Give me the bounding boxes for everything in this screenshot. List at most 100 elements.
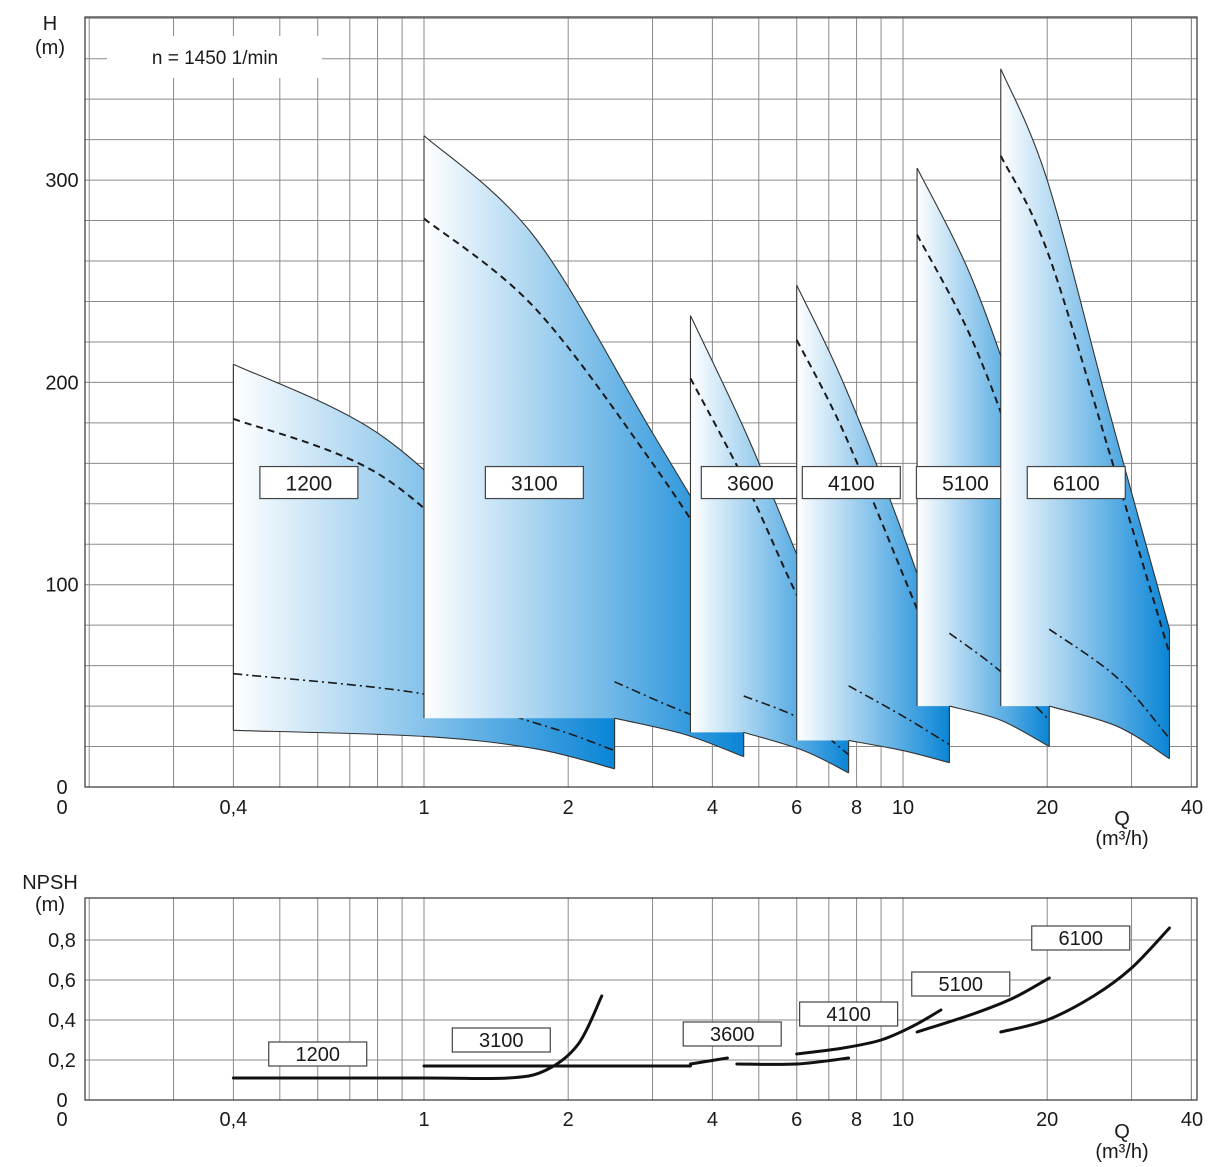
- npsh-chart-ticks: 0 0,2 0,4 0,6 0,8 0 0,4 1 2 4 6 8 10 20 40: [48, 930, 1203, 1131]
- npsh-4100-label: 4100: [826, 1004, 871, 1026]
- pump-4100-label-box: [801, 465, 901, 500]
- npsh-chart-curves: 1200 3100 3600 4100 5100 6100: [231, 925, 1171, 1081]
- x-tick-label: 4: [707, 1109, 718, 1131]
- flow-axis-label: Q: [1114, 808, 1130, 830]
- x-tick-label: 6: [791, 797, 802, 819]
- npsh-4100-low-group: [735, 1056, 851, 1066]
- x-tick-label: 2: [563, 1109, 574, 1131]
- x-tick-label: 10: [892, 1109, 914, 1131]
- pump-6100-max-head-line: [1000, 68, 1171, 630]
- npsh-axis-label: NPSH: [22, 872, 78, 894]
- y-tick-label: 0,4: [48, 1010, 76, 1032]
- head-chart-frame: [84, 16, 1198, 788]
- x-origin-label: 0: [56, 1109, 67, 1131]
- npsh-4100-label-box: [799, 1001, 899, 1027]
- pump-3100-label-box: [484, 465, 584, 500]
- pump-3100-efficiency-curve: [614, 681, 744, 734]
- pump-5100-min-head-line: [949, 705, 1050, 748]
- npsh-6100-label-box: [1031, 925, 1131, 951]
- x-tick-label: 0,4: [219, 797, 247, 819]
- npsh-5100-curve: [915, 976, 1051, 1034]
- npsh-3100-group: 3100: [422, 1027, 692, 1068]
- head-axis-label: H: [43, 13, 57, 35]
- y-tick-label: 100: [45, 575, 78, 597]
- y-tick-label: 0: [56, 777, 67, 799]
- npsh-1200-label: 1200: [295, 1044, 340, 1066]
- pump-1200-label: 1200: [286, 473, 333, 496]
- npsh-3600-group: 3600: [682, 1021, 782, 1066]
- head-chart-curves: 1200 3100 3600 4100 5100 6100: [232, 68, 1171, 774]
- speed-label-box: [107, 36, 322, 78]
- pump-6100-bep-curve: [999, 155, 1171, 654]
- pump-4100-envelope: [796, 285, 950, 763]
- pump-6100-label: 6100: [1053, 473, 1100, 496]
- y-tick-label: 0,8: [48, 930, 76, 952]
- x-tick-label: 1: [418, 797, 429, 819]
- npsh-flow-axis-label: Q: [1114, 1121, 1130, 1143]
- npsh-3100-label: 3100: [479, 1030, 524, 1052]
- npsh-6100-curve: [999, 926, 1171, 1034]
- head-axis-unit: (m): [35, 37, 65, 59]
- x-tick-label: 20: [1036, 797, 1058, 819]
- npsh-5100-label: 5100: [939, 974, 984, 996]
- x-tick-label: 40: [1181, 1109, 1203, 1131]
- npsh-1200-group: 1200: [231, 994, 604, 1081]
- pump-4100-efficiency-curve: [848, 685, 950, 746]
- y-tick-label: 0,2: [48, 1050, 76, 1072]
- pump-3600-label: 3600: [727, 473, 774, 496]
- npsh-6100-group: 6100: [999, 925, 1171, 1034]
- pump-4100-curve-group: 4100: [795, 285, 951, 764]
- npsh-chart-frame: [84, 897, 1198, 1101]
- x-tick-label: 4: [707, 797, 718, 819]
- pump-4100-label: 4100: [828, 473, 875, 496]
- pump-6100-min-head-line: [1049, 705, 1170, 760]
- x-tick-label: 20: [1036, 1109, 1058, 1131]
- pump-3100-label: 3100: [511, 473, 558, 496]
- pump-6100-label-box: [1026, 465, 1126, 500]
- pump-6100-curve-group: 6100: [999, 68, 1171, 760]
- x-tick-label: 8: [851, 797, 862, 819]
- npsh-3100-label-box: [451, 1027, 551, 1053]
- x-tick-label: 6: [791, 1109, 802, 1131]
- npsh-1200-curve: [231, 994, 604, 1081]
- x-tick-label: 1: [418, 1109, 429, 1131]
- npsh-5100-label-box: [911, 971, 1011, 997]
- npsh-4100-group: 4100: [795, 1001, 943, 1056]
- pump-3600-min-head-line: [743, 731, 849, 774]
- y-tick-label: 0,6: [48, 970, 76, 992]
- npsh-axis-unit: (m): [35, 894, 65, 916]
- y-tick-label: 300: [45, 170, 78, 192]
- pump-1200-label-box: [259, 465, 359, 500]
- npsh-3600-label-box: [682, 1021, 782, 1047]
- npsh-flow-axis-unit: (m³/h): [1095, 1141, 1148, 1163]
- pump-6100-envelope: [1000, 68, 1170, 759]
- npsh-4100-curve: [795, 1008, 943, 1056]
- speed-label: n = 1450 1/min: [152, 48, 278, 69]
- npsh-4100-low-curve: [735, 1056, 851, 1066]
- pump-5100-label: 5100: [942, 473, 989, 496]
- x-tick-label: 10: [892, 797, 914, 819]
- npsh-3600-curve: [688, 1056, 729, 1066]
- npsh-chart-grid: [85, 898, 1197, 1100]
- x-tick-label: 8: [851, 1109, 862, 1131]
- head-chart: 1200 3100 3600 4100 5100 6100 n = 1450 1/min …: [35, 13, 1203, 850]
- x-tick-label: 40: [1181, 797, 1203, 819]
- x-tick-label: 0,4: [219, 1109, 247, 1131]
- pump-1200-min-head-line: [233, 729, 615, 770]
- pump-4100-min-head-line: [848, 739, 950, 764]
- flow-axis-unit: (m³/h): [1095, 828, 1148, 850]
- npsh-6100-label: 6100: [1058, 928, 1103, 950]
- pump-5100-label-box: [915, 465, 1016, 500]
- pump-3100-min-head-line: [614, 717, 744, 758]
- y-tick-label: 0: [56, 1090, 67, 1112]
- npsh-3600-label: 3600: [710, 1024, 755, 1046]
- npsh-1200-label-box: [268, 1041, 368, 1067]
- npsh-5100-group: 5100: [911, 971, 1051, 1034]
- pump-3100-envelope: [424, 135, 744, 757]
- head-chart-ticks: 0 100 200 300 0 0,4 1 2 4 6 8 10 20 40: [45, 170, 1203, 819]
- x-tick-label: 2: [563, 797, 574, 819]
- pump-6100-efficiency-curve: [1048, 628, 1171, 739]
- x-origin-label: 0: [56, 797, 67, 819]
